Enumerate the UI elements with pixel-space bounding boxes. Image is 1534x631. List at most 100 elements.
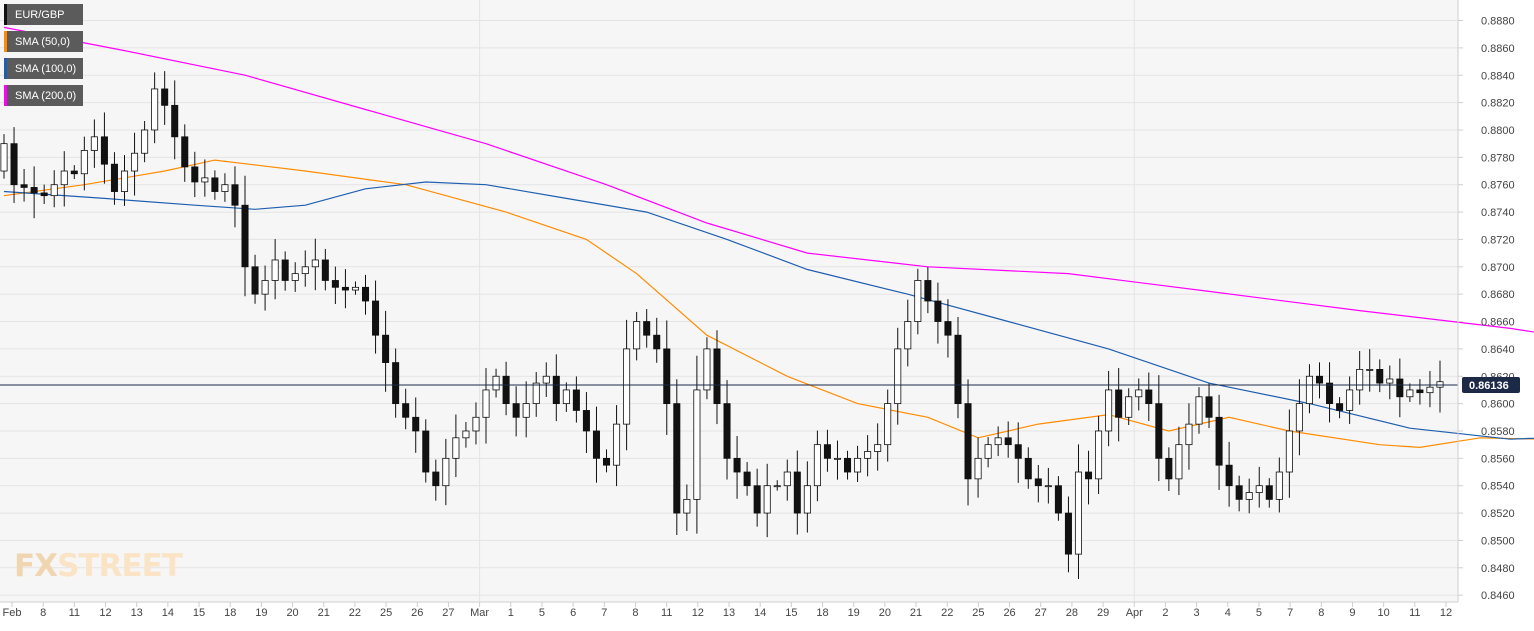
y-tick-label: 0.8640 [1481,344,1515,356]
x-tick-label: 12 [692,607,704,619]
x-tick-label: 7 [1287,607,1293,619]
candle-body [90,136,98,151]
legend-item-sma100[interactable]: SMA (100,0) [4,58,83,79]
x-tick-label: 8 [632,607,638,619]
candle-body [432,471,440,487]
candle-body [1366,369,1374,371]
candle-body [1386,378,1394,384]
candle-body [773,485,781,488]
candle-body [1336,403,1344,411]
candle-body [211,177,219,192]
candle-body [141,129,149,154]
candle-body [874,444,882,452]
candle-body [482,389,490,418]
x-tick-label: 14 [754,607,766,619]
candle-body [723,403,731,459]
candle-body [1326,382,1334,405]
x-tick-label: 25 [972,607,984,619]
candle-body [1205,396,1213,418]
candle-body [161,88,169,106]
candle-body [1376,369,1384,384]
grid [0,0,1458,602]
sma-line [3,26,1534,333]
candle-body [613,423,621,466]
x-tick-label: 15 [785,607,797,619]
y-tick-label: 0.8680 [1481,289,1515,301]
x-tick-label: 1 [508,607,514,619]
candle-body [412,416,420,432]
legend-item-eurgbp[interactable]: EUR/GBP [4,4,83,25]
x-tick-label: 25 [380,607,392,619]
fxstreet-logo: FXSTREET [14,548,183,584]
candle-body [231,184,239,206]
x-tick-label: Mar [470,607,489,619]
candle-body [0,143,8,172]
candle-body [643,321,651,336]
legend-swatch [4,58,7,79]
x-tick-label: 11 [661,607,672,619]
candle-body [693,389,701,500]
candle-body [251,266,259,295]
candle-body [703,348,711,391]
candle-body [221,184,229,192]
candle-body [884,403,892,446]
candle-body [1085,471,1093,480]
price-badge-label: 0.86136 [1469,380,1509,392]
candle-body [1245,492,1253,500]
x-tick-label: 10 [1378,607,1390,619]
candle-body [994,437,1002,446]
price-badge: 0.86136 [1462,377,1520,394]
candle-body [633,321,641,350]
candle-body [1295,403,1303,432]
candle-body [542,375,550,384]
x-tick-label: 12 [1440,607,1452,619]
candle-body [1155,403,1163,459]
x-tick-label: 26 [411,607,423,619]
y-tick-label: 0.8480 [1481,563,1515,575]
candle-body [372,300,380,336]
legend-label: SMA (200,0) [15,89,77,102]
candle-body [392,362,400,405]
candle-body [1165,457,1173,480]
candle-body [1004,437,1012,446]
x-tick-label: 19 [255,607,267,619]
x-tick-label: 4 [1225,607,1231,619]
x-tick-label: 6 [570,607,576,619]
candle-body [321,259,329,281]
x-tick-label: 22 [941,607,953,619]
candle-body [351,286,359,291]
candle-body [944,321,952,336]
candle-body [271,259,279,281]
x-tick-label: 3 [1194,607,1200,619]
candle-body [131,152,139,172]
candle-body [1115,389,1123,418]
y-tick-label: 0.8580 [1481,426,1515,438]
x-tick-label: 21 [318,607,330,619]
candle-body [100,136,108,165]
candle-body [552,375,560,405]
candle-body [582,410,590,432]
legend-item-sma50[interactable]: SMA (50,0) [4,31,83,52]
candle-body [1315,375,1324,384]
x-tick-label: 13 [131,607,143,619]
candle-body [472,416,480,432]
candle-body [904,321,912,350]
y-tick-label: 0.8760 [1481,180,1515,192]
candle-body [1044,485,1052,488]
x-tick-label: 18 [816,607,828,619]
legend-label: SMA (50,0) [15,35,71,48]
candle-body [452,437,460,459]
candle-body [1195,396,1203,425]
x-tick-label: 26 [1003,607,1015,619]
candle-body [1416,389,1424,394]
y-tick-label: 0.8800 [1481,125,1515,137]
candle-body [1074,471,1083,555]
candle-body [743,471,751,487]
legend-item-sma200[interactable]: SMA (200,0) [4,85,83,106]
candle-body [110,163,118,192]
candle-body [1346,389,1354,411]
candle-body [1095,430,1103,480]
candle-body [1426,386,1434,394]
candle-body [1135,389,1143,398]
